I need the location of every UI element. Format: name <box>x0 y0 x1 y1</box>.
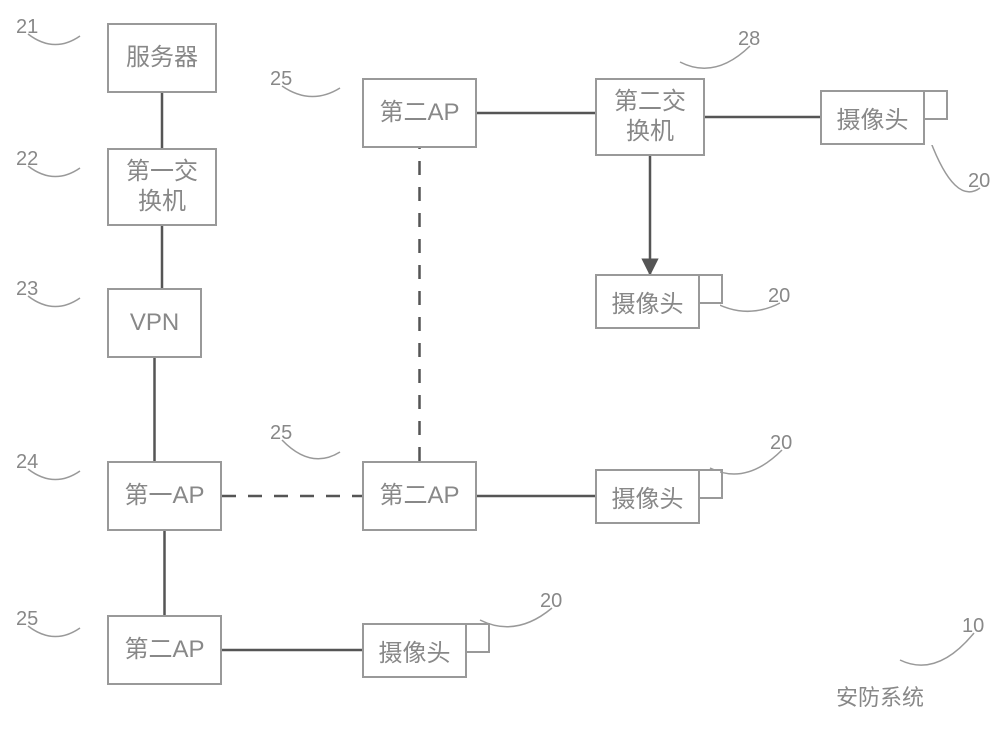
camera-cam4: 摄像头 <box>820 90 945 145</box>
node-vpn: VPN <box>107 288 202 358</box>
camera-label: 摄像头 <box>820 90 925 145</box>
node-switch2: 第二交 换机 <box>595 78 705 156</box>
ref-label-10-12: 10 <box>962 615 984 638</box>
diagram-title: 安防系统 <box>836 680 924 712</box>
ref-label-23-2: 23 <box>16 278 38 301</box>
camera-label: 摄像头 <box>595 469 700 524</box>
ref-label-25-5: 25 <box>270 68 292 91</box>
camera-label: 摄像头 <box>362 623 467 678</box>
ref-label-24-3: 24 <box>16 451 38 474</box>
node-ap2_c: 第二AP <box>107 615 222 685</box>
ref-label-25-4: 25 <box>16 608 38 631</box>
camera-label: 摄像头 <box>595 274 700 329</box>
camera-cam2: 摄像头 <box>595 469 720 524</box>
node-ap2_b: 第二AP <box>362 461 477 531</box>
ref-label-20-9: 20 <box>768 285 790 308</box>
ref-label-20-8: 20 <box>968 170 990 193</box>
ref-label-22-1: 22 <box>16 148 38 171</box>
ref-label-21-0: 21 <box>16 16 38 39</box>
node-ap1: 第一AP <box>107 461 222 531</box>
ref-label-20-11: 20 <box>540 590 562 613</box>
camera-cam3: 摄像头 <box>362 623 487 678</box>
camera-cam1: 摄像头 <box>595 274 720 329</box>
node-ap2_a: 第二AP <box>362 78 477 148</box>
ref-label-28-7: 28 <box>738 28 760 51</box>
ref-label-20-10: 20 <box>770 432 792 455</box>
node-switch1: 第一交 换机 <box>107 148 217 226</box>
node-server: 服务器 <box>107 23 217 93</box>
ref-label-25-6: 25 <box>270 422 292 445</box>
